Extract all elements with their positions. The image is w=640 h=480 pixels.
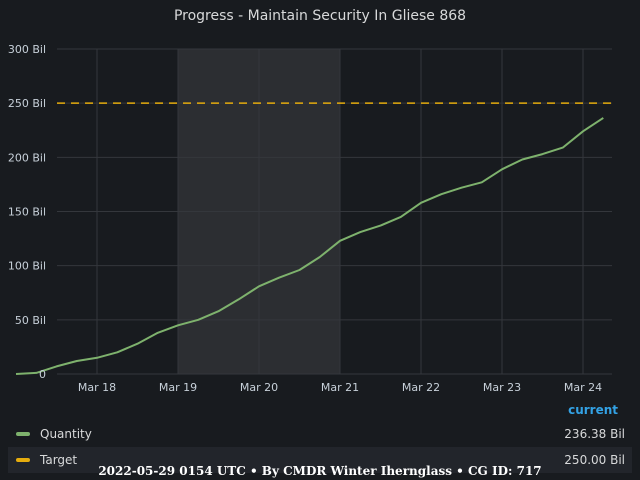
legend-row-target[interactable]: Target 250.00 Bil (8, 447, 632, 473)
legend-row-quantity[interactable]: Quantity 236.38 Bil (8, 421, 632, 447)
y-tick-label: 150 Bil (8, 206, 46, 219)
legend-value-target: 250.00 Bil (564, 453, 625, 467)
series-line-quantity (15, 117, 604, 375)
y-tick-label: 0 (39, 368, 46, 381)
legend-label-quantity: Quantity (40, 427, 92, 441)
y-tick-label: 200 Bil (8, 151, 46, 164)
y-tick-label: 50 Bil (15, 314, 46, 327)
y-tick-label: 250 Bil (8, 97, 46, 110)
x-tick-label: Mar 21 (321, 381, 359, 394)
x-tick-label: Mar 22 (402, 381, 440, 394)
x-tick-label: Mar 18 (78, 381, 116, 394)
x-tick-label: Mar 20 (240, 381, 278, 394)
legend-header-current[interactable]: current (568, 403, 618, 417)
chart-title: Progress - Maintain Security In Gliese 8… (173, 8, 467, 24)
x-tick-label: Mar 23 (483, 381, 521, 394)
line-chart[interactable]: 0 50 Bil 100 Bil 150 Bil 200 Bil 250 Bil 300 B… (0, 0, 640, 400)
x-tick-label: Mar 19 (159, 381, 197, 394)
legend-swatch-target (16, 458, 30, 462)
y-tick-label: 100 Bil (8, 260, 46, 273)
legend-swatch-quantity (16, 432, 30, 436)
footer-credit: 2022-05-29 0154 UTC • By CMDR Winter Ihe… (98, 464, 542, 478)
legend-label-target: Target (40, 453, 78, 467)
y-tick-label: 300 Bil (8, 43, 46, 56)
x-tick-label: Mar 24 (564, 381, 602, 394)
legend-value-quantity: 236.38 Bil (564, 427, 625, 441)
